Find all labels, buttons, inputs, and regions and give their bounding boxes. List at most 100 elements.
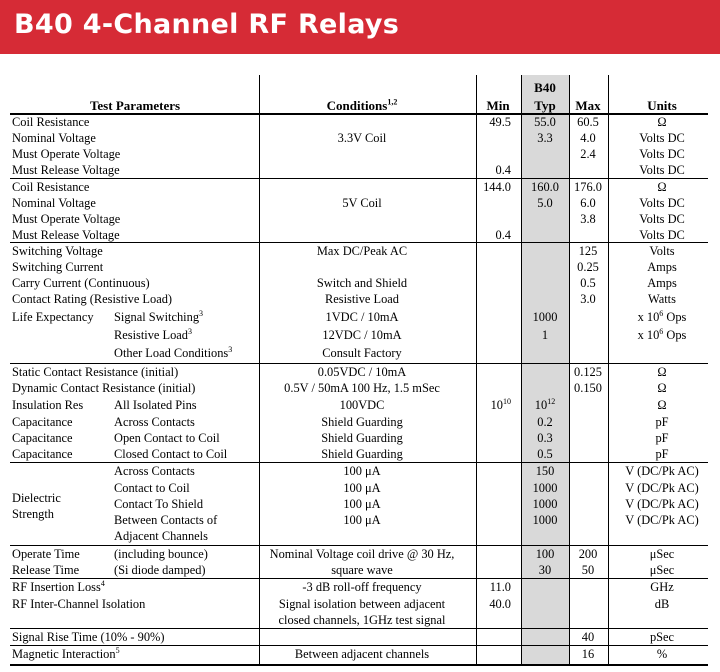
row-10-max: 0.25 [577,260,599,274]
column-divider-3 [521,75,522,665]
row-28-max: 50 [581,563,595,577]
row-10-label: Switching Current [12,260,104,274]
row-22-typ: 150 [535,464,555,478]
header-typ: Typ [534,98,556,113]
row-2-max: 4.0 [580,131,596,145]
row-1-label: Coil Resistance [12,115,90,129]
row-14-sub: Resistive Load3 [114,326,192,342]
row-5-typ: 160.0 [531,180,559,194]
row-2-typ: 3.3 [537,131,553,145]
row-9-label: Switching Voltage [12,244,103,258]
row-19-typ: 0.2 [537,415,553,429]
title-banner: B40 4-Channel RF Relays [0,0,720,54]
row-21-typ: 0.5 [537,447,553,461]
row-divider-1 [10,113,708,115]
row-29-unit: GHz [650,580,674,594]
row-19-cond: Shield Guarding [321,415,403,429]
row-6-label: Nominal Voltage [12,196,96,210]
column-divider-4 [569,75,570,665]
row-18-sub: All Isolated Pins [114,398,197,412]
row-5-label: Coil Resistance [12,180,90,194]
row-3-unit: Volts DC [639,147,685,161]
row-11-label: Carry Current (Continuous) [12,276,150,290]
row-8-unit: Volts DC [639,228,685,242]
row-16-unit: Ω [657,365,667,379]
row-25-typ: 1000 [532,513,558,527]
row-23-sub: Contact to Coil [114,481,190,495]
b40-typ-column-highlight [521,75,569,665]
row-16-max: 0.125 [574,365,602,379]
row-4-label: Must Release Voltage [12,163,120,177]
row-1-min: 49.5 [489,115,511,129]
row-30-label: RF Inter-Channel Isolation [12,597,146,611]
row-13-cond: 1VDC / 10mA [325,310,399,324]
row-divider-7 [10,578,708,579]
row-29-cond: -3 dB roll-off frequency [302,580,422,594]
row-32-max: 40 [581,630,595,644]
row-27-typ: 100 [535,547,555,561]
row-7-unit: Volts DC [639,212,685,226]
dielectric-strength-label-line2: Strength [12,507,54,521]
row-12-cond: Resistive Load [325,292,399,306]
header-b40: B40 [534,80,556,95]
row-28-cond: square wave [331,563,393,577]
row-18-min: 1010 [490,396,511,412]
header-max: Max [575,98,601,113]
row-20-sub: Open Contact to Coil [114,431,220,445]
row-24-sub: Contact To Shield [114,497,204,511]
row-22-unit: V (DC/Pk AC) [625,464,699,478]
row-6-cond: 5V Coil [342,196,382,210]
row-18-label: Insulation Res [12,398,84,412]
row-13-label: Life Expectancy [12,310,94,324]
row-6-typ: 5.0 [537,196,553,210]
row-28-typ: 30 [538,563,552,577]
row-19-sub: Across Contacts [114,415,195,429]
row-3-label: Must Operate Voltage [12,147,121,161]
row-8-label: Must Release Voltage [12,228,120,242]
row-9-max: 125 [578,244,598,258]
row-19-label: Capacitance [12,415,73,429]
row-8-min: 0.4 [495,228,512,242]
header-units: Units [647,98,677,113]
row-20-label: Capacitance [12,431,73,445]
row-16-cond: 0.05VDC / 10mA [317,365,407,379]
row-12-max: 3.0 [580,292,596,306]
row-11-unit: Amps [647,276,677,290]
row-24-typ: 1000 [532,497,558,511]
row-24-cond: 100 μA [343,497,381,511]
row-32-label: Signal Rise Time (10% - 90%) [12,630,165,644]
row-12-label: Contact Rating (Resistive Load) [12,292,173,306]
row-13-typ: 1000 [532,310,558,324]
row-9-unit: Volts [649,244,675,258]
row-17-unit: Ω [657,381,667,395]
row-28-sub: (Si diode damped) [114,563,206,577]
row-27-cond: Nominal Voltage coil drive @ 30 Hz, [269,547,455,561]
row-divider-3 [10,242,708,243]
row-21-label: Capacitance [12,447,73,461]
row-21-sub: Closed Contact to Coil [114,447,228,461]
row-33-label: Magnetic Interaction5 [12,645,120,661]
row-28-label: Release Time [12,563,80,577]
row-13-unit: x 106 Ops [637,308,687,324]
header-conditions: Conditions1,2 [326,97,398,113]
row-14-cond: 12VDC / 10mA [322,328,402,342]
row-5-unit: Ω [657,180,667,194]
row-9-cond: Max DC/Peak AC [316,244,408,258]
row-7-max: 3.8 [580,212,596,226]
row-divider-5 [10,462,708,463]
row-18-unit: Ω [657,398,667,412]
column-divider-5 [608,75,609,665]
row-22-sub: Across Contacts [114,464,195,478]
row-23-unit: V (DC/Pk AC) [625,481,699,495]
row-27-unit: μSec [649,547,675,561]
column-divider-1 [259,75,260,665]
row-27-max: 200 [578,547,598,561]
row-31-cond: closed channels, 1GHz test signal [278,613,446,627]
row-33-max: 16 [581,647,595,661]
row-20-unit: pF [655,431,669,445]
row-divider-8 [10,628,708,629]
row-11-max: 0.5 [580,276,596,290]
dielectric-strength-label-line1: Dielectric [12,491,61,505]
header-min: Min [486,98,510,113]
row-18-typ: 1012 [534,396,556,412]
